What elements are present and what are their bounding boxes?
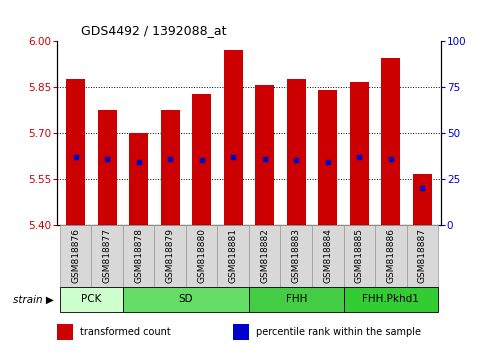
Bar — [350, 82, 369, 225]
Text: GSM818880: GSM818880 — [197, 228, 206, 283]
Bar — [344, 225, 375, 287]
Bar — [287, 79, 306, 225]
Text: strain ▶: strain ▶ — [13, 295, 54, 304]
Bar — [249, 225, 281, 287]
Bar — [60, 287, 123, 312]
Bar — [413, 174, 432, 225]
Bar — [161, 110, 179, 225]
Bar — [98, 110, 116, 225]
Text: GSM818881: GSM818881 — [229, 228, 238, 283]
Text: GSM818884: GSM818884 — [323, 228, 332, 283]
Text: FHH.Pkhd1: FHH.Pkhd1 — [362, 295, 419, 304]
Bar — [186, 225, 217, 287]
Bar — [123, 287, 249, 312]
Text: transformed count: transformed count — [80, 327, 171, 337]
Bar — [249, 287, 344, 312]
Bar — [318, 90, 337, 225]
Bar — [66, 79, 85, 225]
Bar — [224, 50, 243, 225]
Text: SD: SD — [178, 295, 193, 304]
Bar — [233, 324, 249, 340]
Bar — [217, 225, 249, 287]
Text: GSM818887: GSM818887 — [418, 228, 427, 283]
Bar — [91, 225, 123, 287]
Bar — [154, 225, 186, 287]
Text: PCK: PCK — [81, 295, 102, 304]
Text: GSM818878: GSM818878 — [134, 228, 143, 283]
Bar — [281, 225, 312, 287]
Bar — [129, 133, 148, 225]
Text: GSM818877: GSM818877 — [103, 228, 111, 283]
Bar — [375, 225, 407, 287]
Text: FHH: FHH — [285, 295, 307, 304]
Text: GDS4492 / 1392088_at: GDS4492 / 1392088_at — [81, 24, 227, 37]
Text: GSM818879: GSM818879 — [166, 228, 175, 283]
Text: GSM818885: GSM818885 — [355, 228, 364, 283]
Bar — [382, 58, 400, 225]
Bar — [192, 95, 211, 225]
Text: GSM818886: GSM818886 — [387, 228, 395, 283]
Bar — [344, 287, 438, 312]
Text: GSM818882: GSM818882 — [260, 228, 269, 283]
Text: percentile rank within the sample: percentile rank within the sample — [256, 327, 421, 337]
Bar — [255, 85, 274, 225]
Bar — [312, 225, 344, 287]
Text: GSM818883: GSM818883 — [292, 228, 301, 283]
Bar — [407, 225, 438, 287]
Text: GSM818876: GSM818876 — [71, 228, 80, 283]
Bar — [57, 324, 73, 340]
Bar — [60, 225, 91, 287]
Bar — [123, 225, 154, 287]
